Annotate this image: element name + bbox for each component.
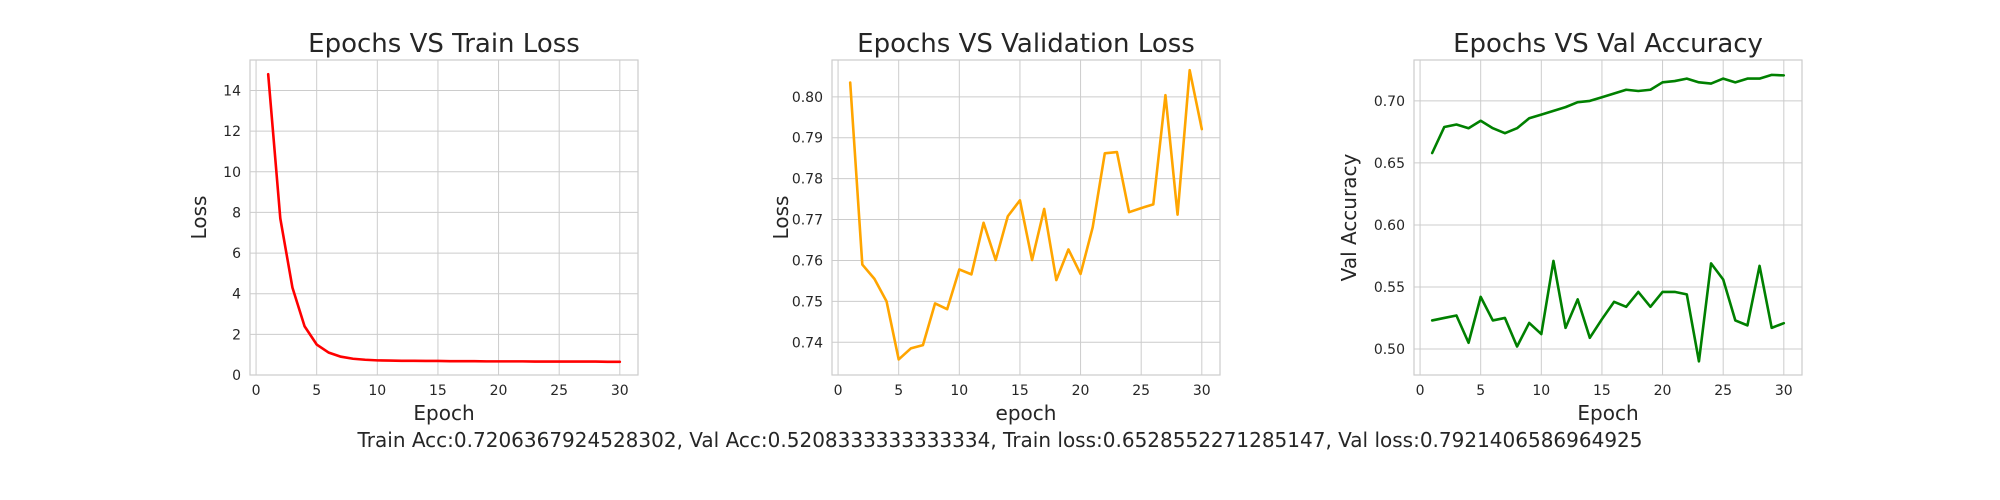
x-tick-label: 30 (1193, 383, 1211, 399)
y-tick-label: 0.78 (792, 172, 823, 188)
plot-frame (831, 59, 1221, 376)
y-tick-label: 8 (232, 205, 241, 221)
chart-1: 0 5 10 15 20 25 30 0 2 4 6 8 10 12 14 Epochs VS Train L… (187, 29, 639, 425)
x-tick-label: 0 (834, 383, 843, 399)
x-tick-label: 5 (312, 383, 321, 399)
x-tick-label: 15 (1011, 383, 1029, 399)
x-tick-label: 10 (368, 383, 386, 399)
y-tick-label: 14 (223, 83, 241, 99)
x-axis-label: epoch (996, 401, 1057, 425)
y-axis-label: Loss (187, 196, 211, 240)
x-tick-label: 0 (252, 383, 261, 399)
series-line-2 (1430, 259, 1786, 363)
x-tick-label: 5 (1476, 383, 1485, 399)
x-tick-label: 30 (611, 383, 629, 399)
metrics-caption: Train Acc:0.7206367924528302, Val Acc:0.… (357, 428, 1643, 452)
chart-2: 0 5 10 15 20 25 30 0.74 0.75 0.76 0.77 0.78 0.79 0.80… (769, 29, 1221, 425)
plot-area (832, 60, 1220, 375)
y-tick-label: 0 (232, 368, 241, 384)
x-tick-label: 15 (429, 383, 447, 399)
x-tick-label: 25 (1714, 383, 1732, 399)
series-line-1 (1430, 73, 1786, 155)
x-tick-label: 5 (894, 383, 903, 399)
x-tick-label: 25 (1132, 383, 1150, 399)
y-tick-label: 4 (232, 287, 241, 303)
y-tick-label: 0.60 (1374, 218, 1405, 234)
x-tick-label: 20 (1072, 383, 1090, 399)
chart-3: 0 5 10 15 20 25 30 0.50 0.55 0.60 0.65 0.70 Epochs V… (1337, 29, 1803, 425)
x-tick-label: 30 (1775, 383, 1793, 399)
y-tick-label: 0.77 (792, 213, 823, 229)
y-axis-label: Loss (769, 196, 793, 240)
y-tick-label: 0.50 (1374, 342, 1405, 358)
x-tick-label: 10 (1532, 383, 1550, 399)
x-axis-label: Epoch (413, 401, 474, 425)
y-tick-label: 0.65 (1374, 156, 1405, 172)
y-tick-label: 0.76 (792, 253, 823, 269)
x-tick-label: 10 (950, 383, 968, 399)
x-tick-label: 0 (1416, 383, 1425, 399)
y-tick-label: 0.70 (1374, 94, 1405, 110)
y-tick-label: 0.55 (1374, 280, 1405, 296)
y-tick-label: 6 (232, 246, 241, 262)
y-tick-label: 0.80 (792, 90, 823, 106)
y-tick-label: 10 (223, 165, 241, 181)
chart-title: Epochs VS Validation Loss (857, 29, 1195, 59)
y-tick-label: 2 (232, 327, 241, 343)
x-tick-label: 15 (1593, 383, 1611, 399)
x-tick-label: 25 (550, 383, 568, 399)
x-tick-label: 20 (490, 383, 508, 399)
y-tick-label: 12 (223, 124, 241, 140)
series-line-1 (266, 72, 622, 364)
plot-frame (249, 59, 639, 376)
plot-frame (1413, 59, 1803, 376)
x-tick-label: 20 (1654, 383, 1672, 399)
plot-area (250, 60, 638, 375)
y-tick-label: 0.75 (792, 294, 823, 310)
y-tick-label: 0.74 (792, 335, 823, 351)
x-axis-label: Epoch (1577, 401, 1638, 425)
chart-title: Epochs VS Val Accuracy (1453, 29, 1763, 59)
series-line-1 (848, 68, 1204, 361)
y-axis-label: Val Accuracy (1337, 154, 1361, 282)
chart-title: Epochs VS Train Loss (308, 29, 580, 59)
y-tick-label: 0.79 (792, 131, 823, 147)
